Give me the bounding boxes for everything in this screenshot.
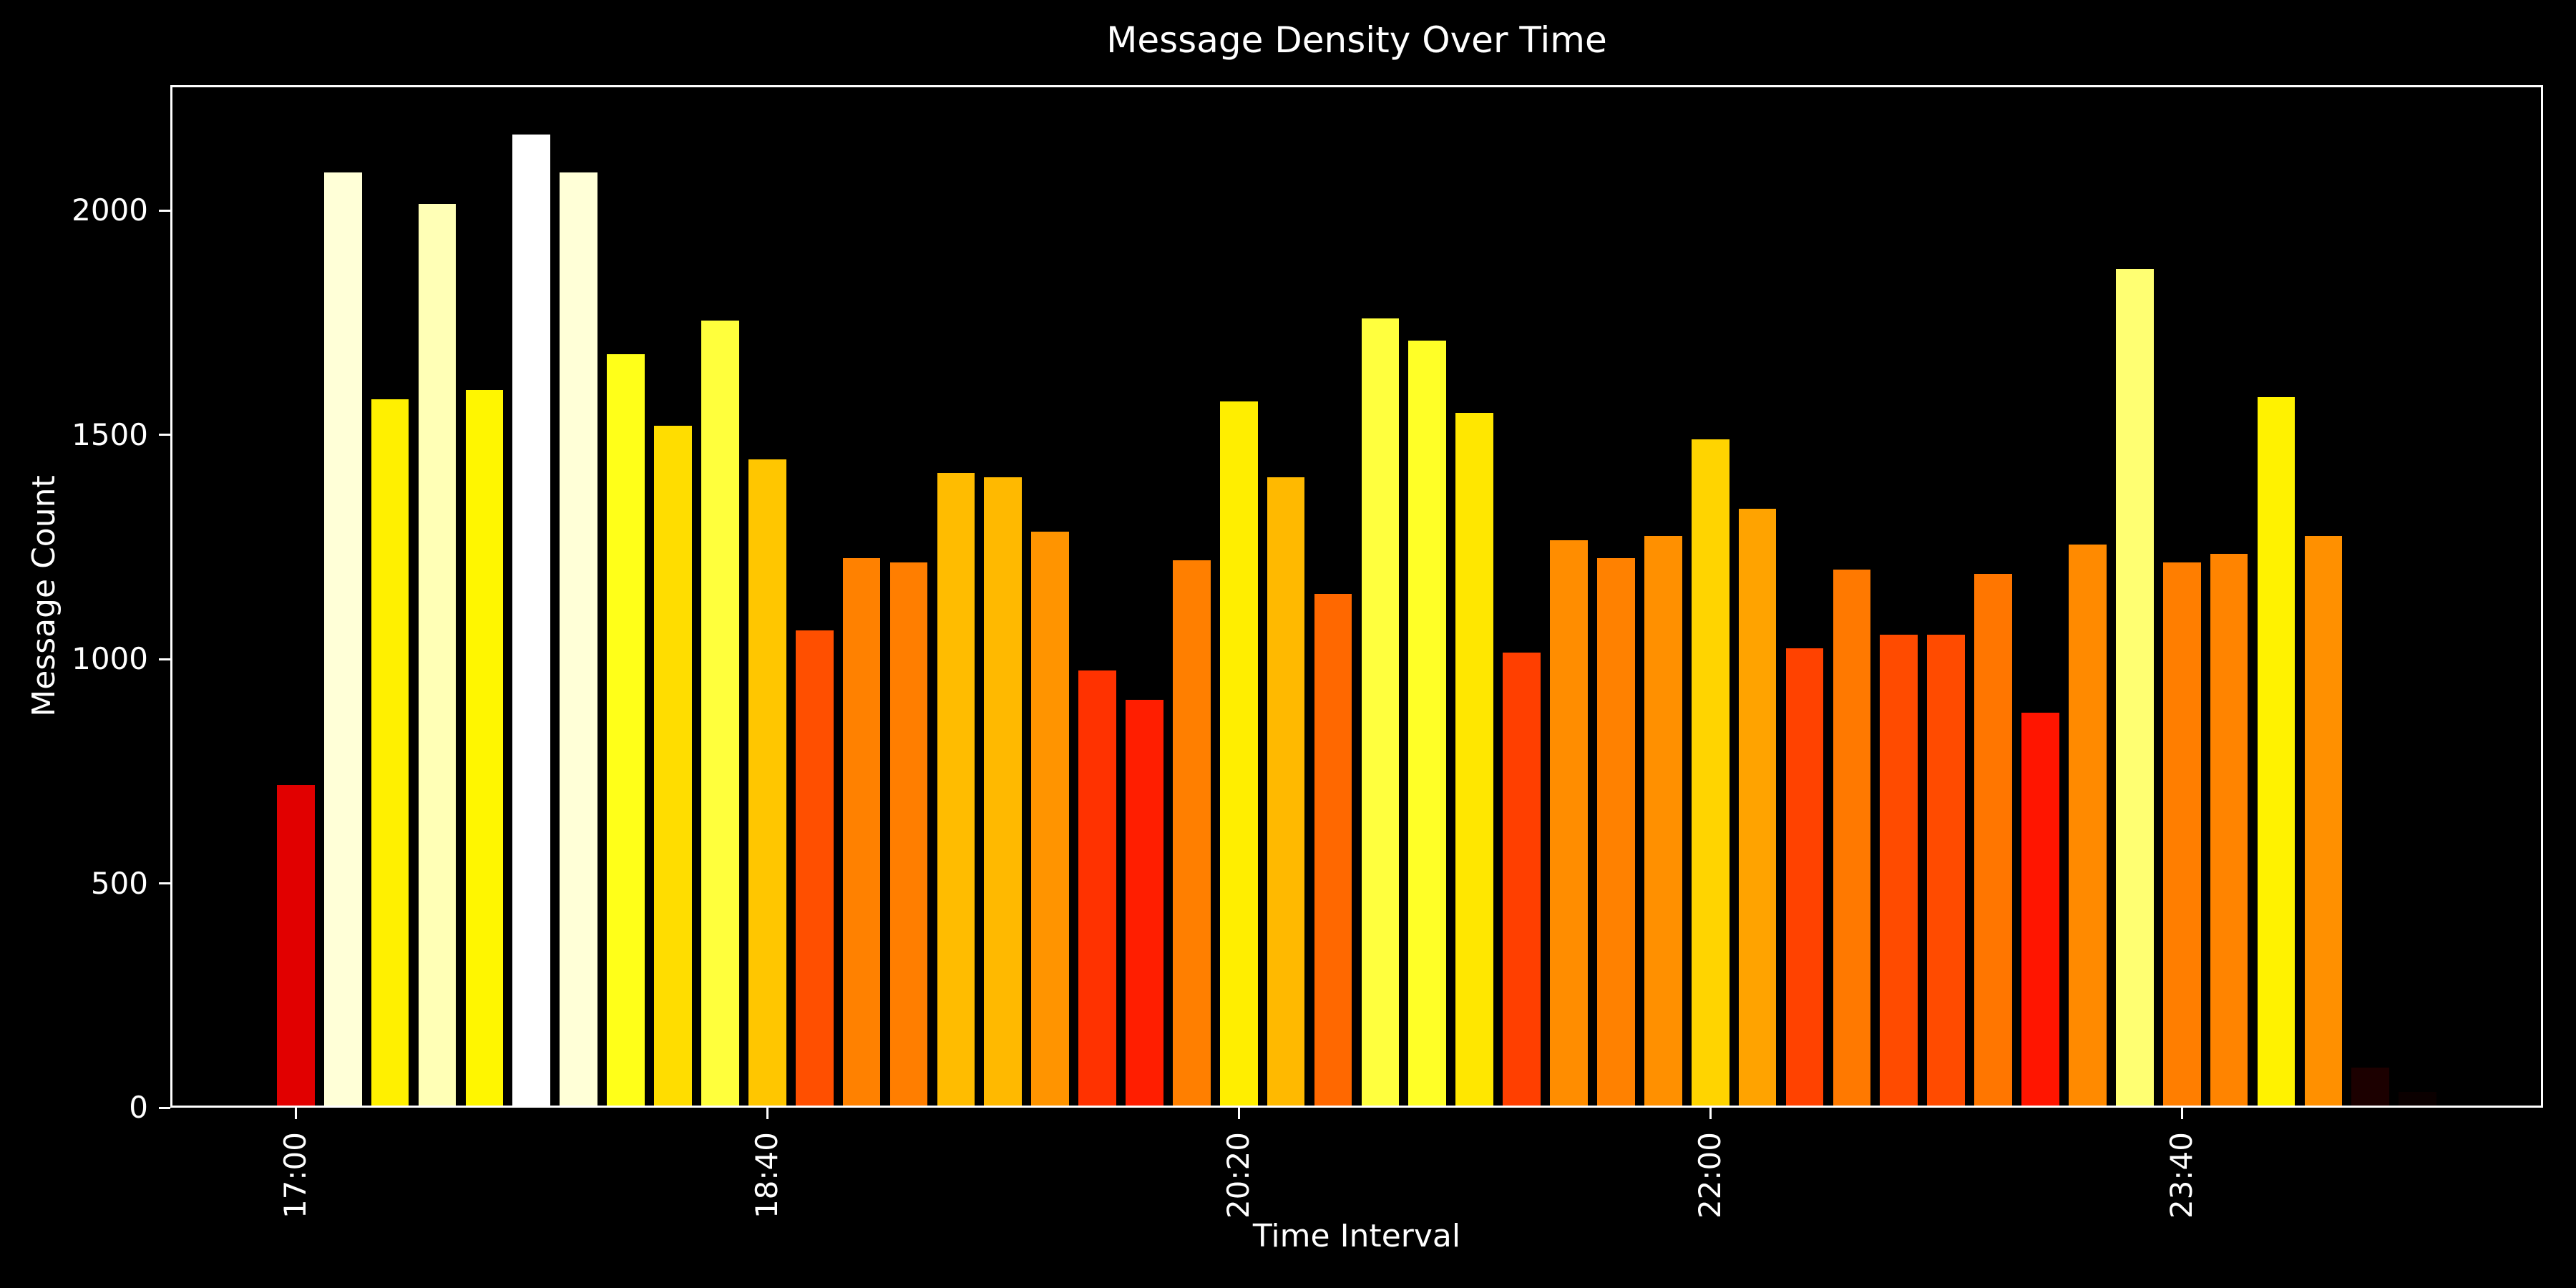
bar-18:00 [560, 172, 598, 1108]
bar-17:50 [512, 134, 551, 1108]
x-tick-label: 22:00 [1692, 1132, 1728, 1219]
bar-00:10 [2304, 535, 2343, 1108]
bar-21:50 [1644, 535, 1682, 1108]
x-tick-label: 18:40 [749, 1132, 785, 1219]
bar-18:20 [654, 426, 692, 1108]
bar-21:00 [1408, 341, 1447, 1108]
bar-23:00 [1974, 574, 2012, 1108]
y-tick-mark [159, 882, 170, 885]
bar-18:50 [795, 630, 834, 1108]
y-tick-mark [159, 434, 170, 436]
chart-title: Message Density Over Time [1106, 19, 1607, 61]
bar-18:30 [701, 321, 739, 1108]
bar-17:20 [371, 399, 409, 1108]
x-tick-label: 17:00 [278, 1132, 313, 1219]
x-tick-mark [1709, 1108, 1712, 1119]
x-tick-mark [294, 1108, 297, 1119]
bar-23:10 [2021, 713, 2059, 1108]
bar-19:00 [842, 558, 881, 1108]
bar-22:50 [1927, 634, 1966, 1108]
y-tick-label: 1500 [72, 416, 148, 452]
bar-23:50 [2210, 553, 2248, 1108]
y-tick-label: 1000 [72, 641, 148, 677]
bar-20:20 [1219, 401, 1258, 1108]
bar-21:30 [1550, 540, 1588, 1108]
bar-23:20 [2069, 545, 2107, 1108]
bar-21:40 [1597, 558, 1635, 1108]
bar-20:00 [1126, 699, 1163, 1108]
y-tick-mark [159, 658, 170, 660]
bar-00:00 [2257, 396, 2296, 1108]
bar-17:30 [418, 204, 457, 1108]
x-tick-mark [766, 1108, 769, 1119]
bar-19:40 [1031, 531, 1069, 1108]
bar-17:40 [465, 390, 504, 1108]
bar-19:10 [889, 562, 928, 1108]
bar-18:10 [607, 354, 645, 1108]
bar-00:30 [2399, 1092, 2437, 1108]
x-tick-mark [1237, 1108, 1240, 1119]
bar-17:10 [323, 172, 362, 1108]
bar-19:50 [1078, 670, 1116, 1108]
x-axis-label: Time Interval [1252, 1218, 1461, 1254]
x-tick-label: 20:20 [1221, 1132, 1257, 1219]
bar-00:20 [2351, 1067, 2390, 1108]
bar-20:10 [1172, 560, 1211, 1108]
y-tick-mark [159, 209, 170, 212]
bar-22:10 [1738, 509, 1777, 1108]
y-tick-label: 0 [129, 1090, 148, 1125]
bar-20:50 [1361, 318, 1400, 1108]
x-tick-label: 23:40 [2164, 1132, 2200, 1219]
bar-22:20 [1785, 648, 1824, 1108]
bar-22:00 [1691, 439, 1729, 1108]
x-tick-mark [2180, 1108, 2183, 1119]
bar-21:10 [1455, 412, 1494, 1108]
y-axis-label: Message Count [26, 475, 62, 717]
y-tick-label: 2000 [72, 192, 148, 228]
bar-18:40 [748, 459, 786, 1108]
bar-19:20 [937, 473, 975, 1108]
bar-23:30 [2115, 268, 2154, 1108]
bar-23:40 [2162, 562, 2201, 1108]
bar-22:30 [1833, 569, 1871, 1108]
y-tick-mark [159, 1106, 170, 1109]
bar-20:40 [1314, 594, 1352, 1108]
bar-17:00 [276, 784, 315, 1108]
bar-22:40 [1880, 634, 1918, 1108]
bar-19:30 [984, 477, 1023, 1108]
bar-21:20 [1503, 652, 1541, 1108]
y-tick-label: 500 [90, 865, 148, 901]
bar-20:30 [1267, 477, 1305, 1108]
